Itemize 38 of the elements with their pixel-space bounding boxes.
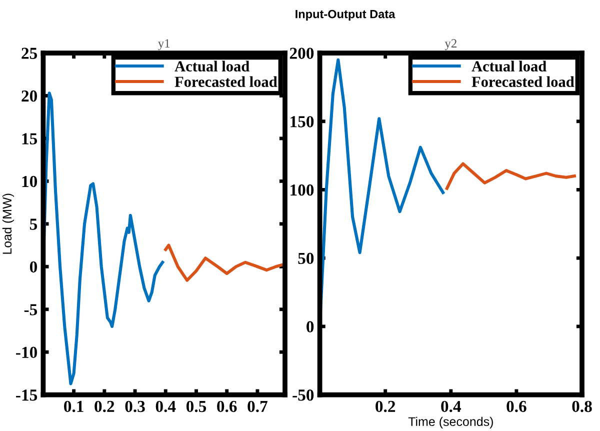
legend-label: Actual load bbox=[174, 60, 250, 72]
y-tick-label: 15 bbox=[22, 133, 38, 144]
x-tick-label: 0.4 bbox=[441, 400, 462, 412]
line-series bbox=[164, 244, 285, 282]
x-tick-label: 0.2 bbox=[376, 400, 396, 412]
y-tick-label: 100 bbox=[290, 184, 314, 196]
y-tick-label: 50 bbox=[298, 252, 314, 264]
legend-label: Forecasted load bbox=[174, 76, 278, 87]
y-tick-label: 0 bbox=[306, 321, 314, 332]
y-tick-label: 200 bbox=[290, 48, 314, 59]
y-tick-label: -50 bbox=[292, 389, 314, 401]
x-tick-label: 0.5 bbox=[186, 400, 206, 412]
text: Input-Output Data bbox=[296, 10, 396, 21]
line-series bbox=[43, 92, 164, 386]
y-tick-label: 5 bbox=[30, 218, 38, 230]
legend-label: Forecasted load bbox=[472, 76, 574, 87]
y-tick-label: 150 bbox=[290, 116, 314, 128]
x-tick-label: 0.3 bbox=[125, 400, 145, 412]
line-series bbox=[445, 162, 576, 190]
y-tick-label: 20 bbox=[22, 90, 38, 102]
x-axis-title: Time (seconds) bbox=[408, 416, 493, 428]
x-tick-label: 0.7 bbox=[248, 400, 268, 412]
y-tick-label: 0 bbox=[30, 261, 38, 273]
x-tick-label: 0.1 bbox=[64, 400, 84, 412]
x-tick-label: 0.6 bbox=[217, 400, 237, 412]
y-tick-label: -5 bbox=[24, 304, 38, 316]
x-tick-label: 0.2 bbox=[94, 400, 114, 412]
y-tick-label: 10 bbox=[22, 176, 38, 188]
x-tick-label: 0.6 bbox=[506, 400, 526, 412]
y-tick-label: -15 bbox=[16, 390, 38, 401]
chart-title: y1 bbox=[158, 39, 170, 50]
x-tick-label: 0.8 bbox=[572, 400, 592, 412]
y-tick-label: -10 bbox=[16, 346, 38, 358]
chart-title: y2 bbox=[444, 39, 456, 50]
y-tick-label: 25 bbox=[22, 48, 38, 59]
y-axis-title: Load (MW) bbox=[2, 194, 14, 254]
legend-label: Actual load bbox=[472, 60, 546, 72]
x-tick-label: 0.4 bbox=[156, 400, 176, 412]
